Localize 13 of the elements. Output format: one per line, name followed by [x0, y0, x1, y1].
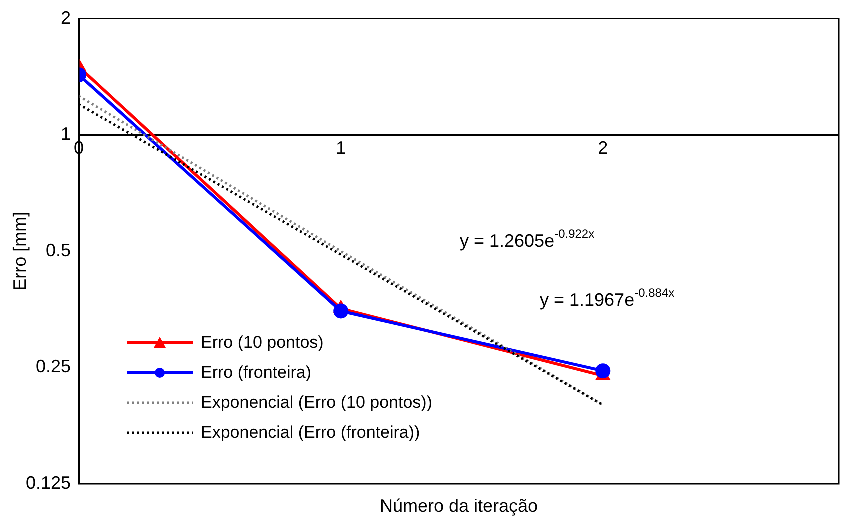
y-tick-label: 0.5 — [46, 240, 72, 260]
y-tick-label: 0.25 — [36, 356, 72, 377]
y-tick-label: 0.125 — [26, 472, 72, 493]
y-axis-title: Erro [mm] — [10, 212, 30, 291]
legend-label: Erro (fronteira) — [201, 362, 312, 384]
y-tick-label: 1 — [61, 124, 72, 144]
x-tick-label: 1 — [336, 138, 346, 158]
legend-label: Exponencial (Erro (10 pontos)) — [201, 392, 433, 414]
x-axis-title: Número da iteração — [380, 496, 538, 516]
legend-label: Exponencial (Erro (fronteira)) — [201, 422, 420, 444]
x-tick-label: 2 — [598, 138, 608, 158]
legend-label: Erro (10 pontos) — [201, 332, 324, 354]
y-tick-label: 2 — [61, 8, 72, 28]
